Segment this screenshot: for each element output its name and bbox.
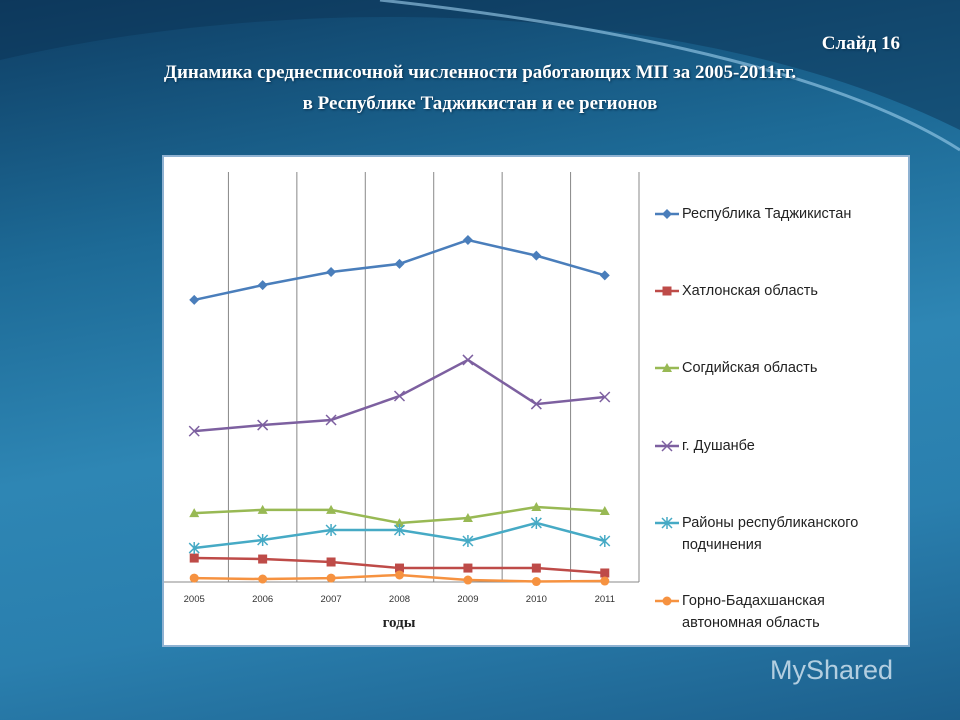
series-3 (188, 354, 611, 437)
legend-swatch (655, 517, 679, 529)
data-point (326, 267, 337, 278)
data-point (257, 280, 268, 291)
legend-label: Согдийская область (682, 360, 818, 376)
legend-label: Хатлонская область (682, 283, 818, 299)
legend-label: Республика Таджикистан (682, 206, 852, 222)
data-point (325, 524, 337, 537)
legend-swatch (655, 596, 679, 606)
x-tick-label: 2009 (457, 594, 478, 605)
data-point (394, 258, 405, 269)
data-point (188, 425, 200, 437)
data-point (600, 568, 610, 578)
data-point (531, 502, 542, 512)
data-point (462, 513, 473, 523)
legend-marker (662, 286, 672, 296)
x-tick-label: 2006 (252, 594, 273, 605)
legend-item: Хатлонская область (654, 280, 904, 302)
data-point (325, 414, 337, 426)
legend-item: г. Душанбе (654, 435, 904, 457)
series-line (193, 238, 606, 302)
data-point (393, 390, 406, 402)
legend-item: Согдийская область (654, 357, 904, 379)
legend-swatch (655, 209, 679, 219)
data-point (326, 504, 337, 514)
data-point (531, 250, 542, 261)
slide-number: Слайд 16 (821, 33, 900, 54)
data-point (530, 516, 542, 529)
data-point (599, 391, 611, 403)
series-4 (188, 516, 611, 555)
legend-item: Горно-Бадахшанская автономная область (654, 590, 904, 634)
legend-label: Горно-Бадахшанская автономная область (682, 593, 825, 631)
data-point (600, 576, 610, 586)
series-0 (189, 235, 610, 305)
legend-swatch (655, 440, 679, 452)
data-point (393, 524, 406, 537)
data-point (189, 573, 199, 583)
data-point (326, 557, 336, 567)
legend-item: Республика Таджикистан (654, 203, 904, 225)
data-point (599, 535, 611, 547)
data-point (599, 505, 610, 515)
watermark-logo: MyShared (770, 655, 894, 685)
legend-marker (661, 517, 673, 529)
legend-label: Районы республиканского подчинения (682, 515, 859, 553)
legend-item: Районы республиканского подчинения (654, 512, 904, 556)
x-tick-label: 2011 (595, 594, 615, 605)
series-5 (189, 570, 610, 587)
x-tick-label: 2008 (389, 594, 410, 605)
data-point (258, 574, 268, 584)
legend-marker (662, 209, 672, 219)
data-point (394, 517, 405, 527)
legend-marker (662, 363, 672, 372)
legend-marker (662, 596, 672, 606)
data-point (189, 508, 200, 518)
data-point (530, 398, 542, 410)
slide-title-line2: в Республике Таджикистан и ее регионов (302, 93, 658, 114)
data-point (257, 419, 269, 431)
data-point (326, 573, 336, 583)
x-tick-label: 2010 (526, 594, 547, 605)
data-point (257, 534, 269, 547)
data-point (257, 504, 268, 514)
data-point (463, 575, 473, 585)
legend-swatch (655, 286, 679, 296)
legend-marker (661, 440, 673, 452)
data-point (189, 294, 200, 305)
data-point (462, 354, 474, 366)
data-point (395, 563, 404, 573)
slide-title-line1: Динамика среднесписочной численности раб… (163, 62, 797, 83)
legend-label: г. Душанбе (682, 438, 755, 454)
data-point (189, 553, 199, 563)
series-2 (189, 502, 610, 527)
series-1 (189, 553, 610, 578)
data-point (258, 554, 268, 564)
data-point (462, 535, 474, 547)
legend-swatch (655, 363, 679, 372)
chart-frame: 0500010000150002000025000200520062007200… (162, 155, 910, 647)
line-chart: 0500010000150002000025000200520062007200… (164, 172, 640, 631)
data-point (188, 542, 200, 555)
x-tick-label: 2007 (321, 594, 342, 605)
data-point (463, 563, 473, 573)
x-tick-label: 2005 (184, 594, 205, 605)
data-point (462, 235, 473, 246)
data-point (531, 563, 541, 573)
data-point (531, 577, 541, 587)
data-point (599, 270, 610, 281)
x-axis-label: годы (383, 615, 416, 631)
data-point (395, 570, 404, 580)
